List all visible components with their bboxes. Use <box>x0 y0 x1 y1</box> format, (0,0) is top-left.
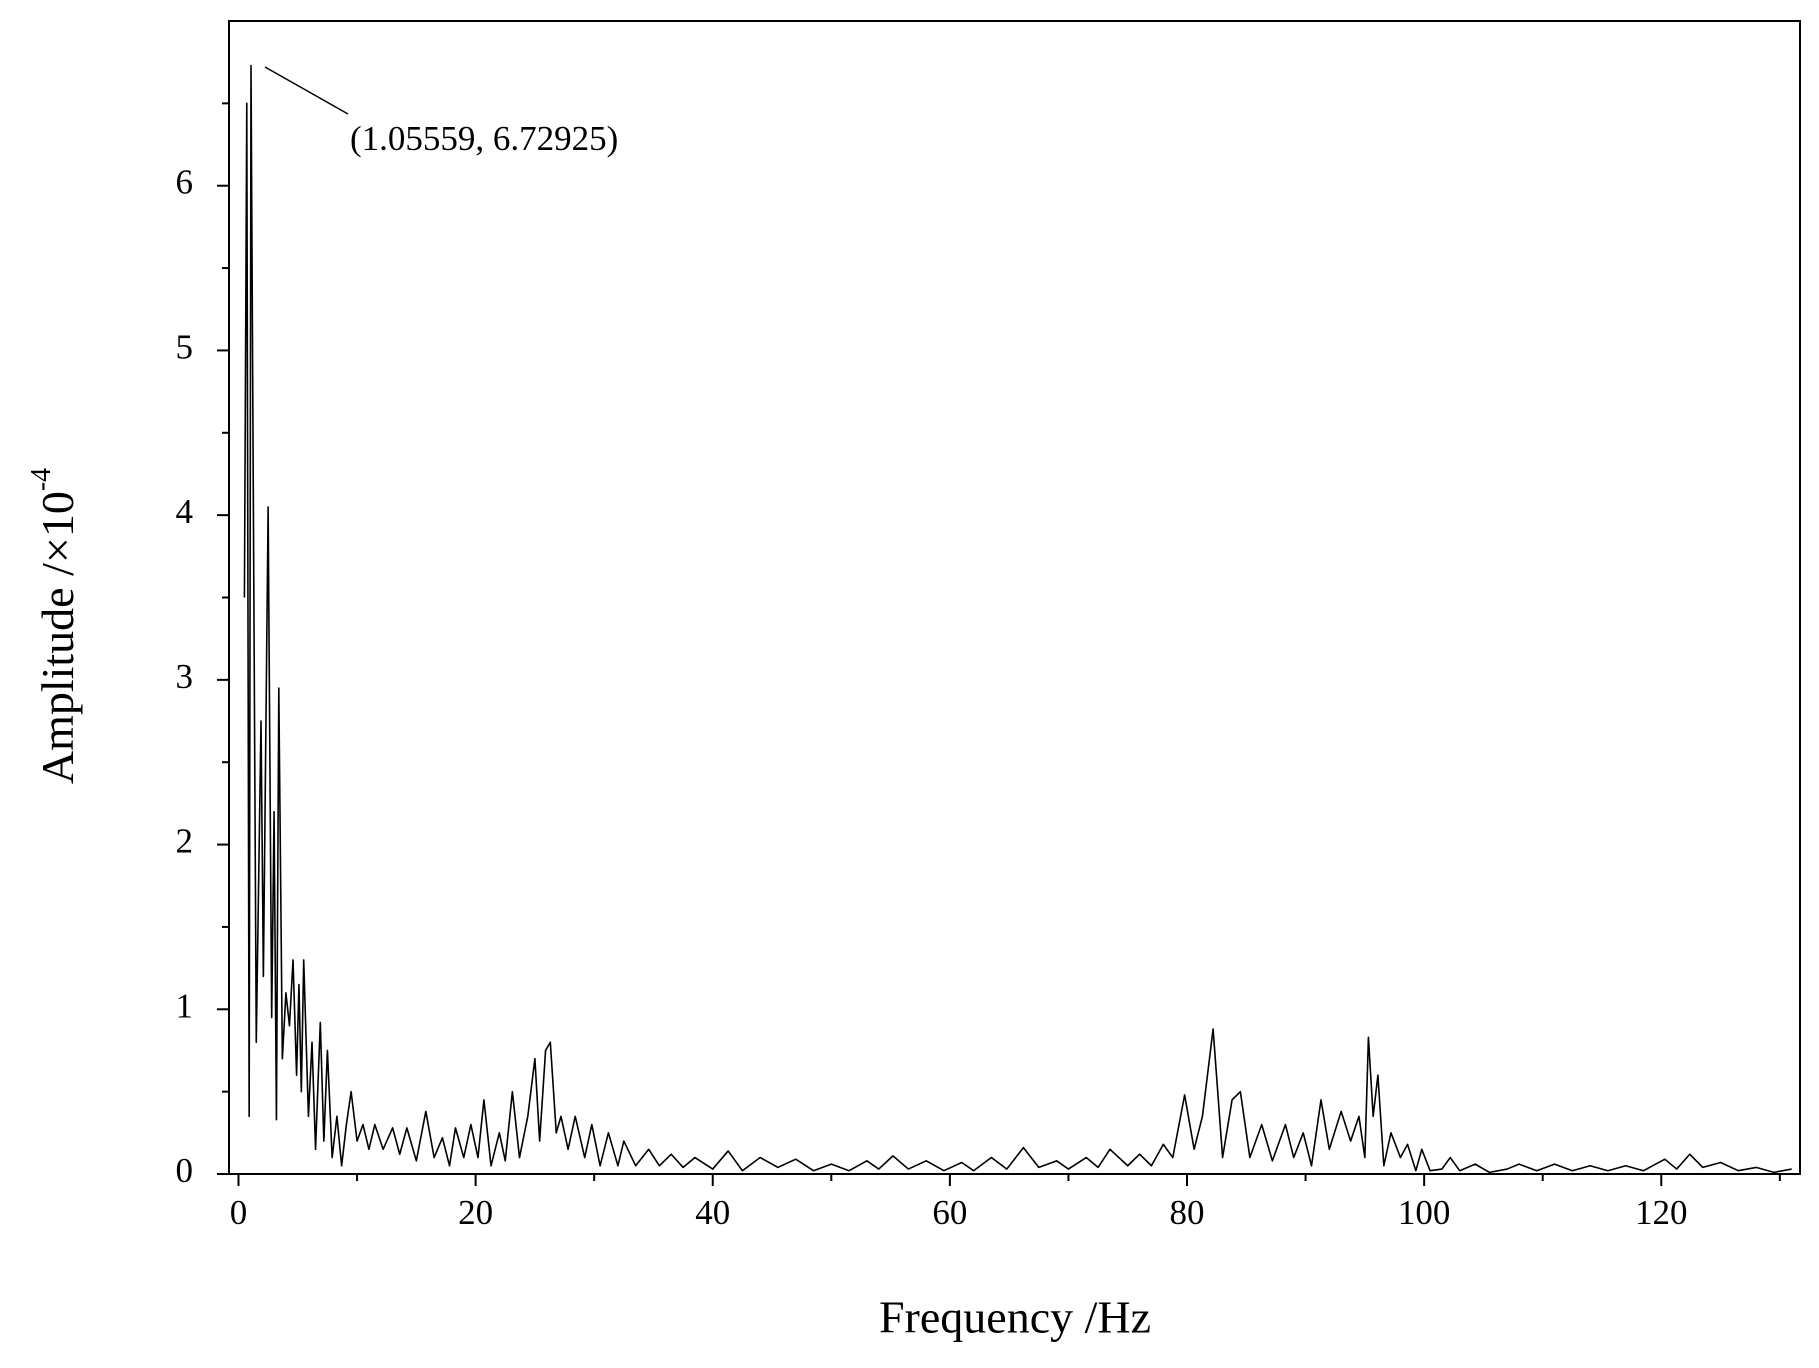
y-axis-title-text: Amplitude /×10 <box>32 491 83 784</box>
x-tick-label: 120 <box>1635 1193 1688 1232</box>
x-axis-title: Frequency /Hz <box>879 1292 1151 1343</box>
spectrum-line <box>243 64 1792 1174</box>
x-tick-label: 40 <box>695 1193 730 1232</box>
x-tick-label: 60 <box>932 1193 967 1232</box>
annotation: (1.05559, 6.72925) <box>350 119 618 158</box>
y-tick-label: 1 <box>176 986 194 1025</box>
y-tick-label: 4 <box>176 492 194 531</box>
x-tick-label: 80 <box>1170 1193 1205 1232</box>
y-tick-label: 2 <box>176 822 194 861</box>
y-tick-label: 0 <box>176 1151 194 1190</box>
y-tick-label: 5 <box>176 327 194 366</box>
y-tick-label: 3 <box>176 657 194 696</box>
y-axis-title-exponent: -4 <box>26 468 57 491</box>
x-tick-label: 20 <box>458 1193 493 1232</box>
x-tick-label: 0 <box>230 1193 248 1232</box>
plot-frame <box>228 20 1801 1175</box>
y-tick-label: 6 <box>176 163 194 202</box>
x-tick-label: 100 <box>1398 1193 1451 1232</box>
annotation-leader <box>264 66 349 115</box>
y-axis-title: Amplitude /×10-4 <box>26 468 82 784</box>
